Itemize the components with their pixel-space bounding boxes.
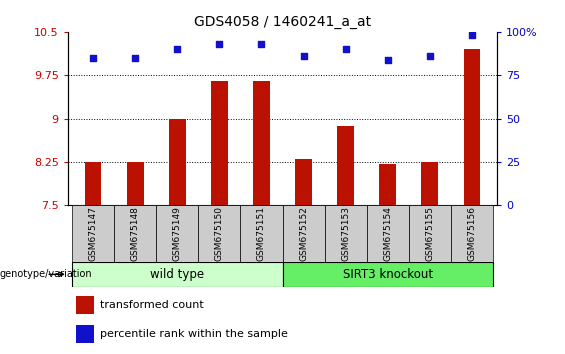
Text: genotype/variation: genotype/variation xyxy=(0,269,93,279)
Point xyxy=(131,55,140,61)
Text: GSM675155: GSM675155 xyxy=(425,206,434,261)
Bar xyxy=(409,205,451,262)
Point xyxy=(299,53,308,59)
Bar xyxy=(282,262,493,287)
Bar xyxy=(295,159,312,205)
Bar xyxy=(463,49,480,205)
Bar xyxy=(451,205,493,262)
Point xyxy=(89,55,98,61)
Bar xyxy=(127,162,144,205)
Bar xyxy=(367,205,409,262)
Bar xyxy=(198,205,240,262)
Bar xyxy=(85,162,102,205)
Point xyxy=(383,57,392,62)
Point xyxy=(341,46,350,52)
Bar xyxy=(169,119,186,205)
Text: GSM675150: GSM675150 xyxy=(215,206,224,261)
Bar xyxy=(156,205,198,262)
Bar xyxy=(76,296,94,314)
Bar xyxy=(282,205,325,262)
Text: GSM675154: GSM675154 xyxy=(383,206,392,261)
Point xyxy=(257,41,266,47)
Text: GSM675149: GSM675149 xyxy=(173,206,182,261)
Title: GDS4058 / 1460241_a_at: GDS4058 / 1460241_a_at xyxy=(194,16,371,29)
Bar xyxy=(240,205,282,262)
Text: GSM675156: GSM675156 xyxy=(467,206,476,261)
Text: SIRT3 knockout: SIRT3 knockout xyxy=(343,268,433,281)
Point xyxy=(425,53,434,59)
Text: GSM675151: GSM675151 xyxy=(257,206,266,261)
Text: GSM675152: GSM675152 xyxy=(299,206,308,261)
Bar xyxy=(379,164,396,205)
Bar xyxy=(337,126,354,205)
Point xyxy=(467,33,476,38)
Text: GSM675153: GSM675153 xyxy=(341,206,350,261)
Bar xyxy=(72,205,114,262)
Text: wild type: wild type xyxy=(150,268,205,281)
Bar xyxy=(211,81,228,205)
Bar xyxy=(76,325,94,343)
Bar xyxy=(253,81,270,205)
Bar xyxy=(114,205,156,262)
Point xyxy=(215,41,224,47)
Text: percentile rank within the sample: percentile rank within the sample xyxy=(100,329,288,339)
Text: transformed count: transformed count xyxy=(100,299,204,310)
Text: GSM675148: GSM675148 xyxy=(131,206,140,261)
Bar xyxy=(421,162,438,205)
Bar xyxy=(325,205,367,262)
Text: GSM675147: GSM675147 xyxy=(89,206,98,261)
Point xyxy=(173,46,182,52)
Bar xyxy=(72,262,282,287)
